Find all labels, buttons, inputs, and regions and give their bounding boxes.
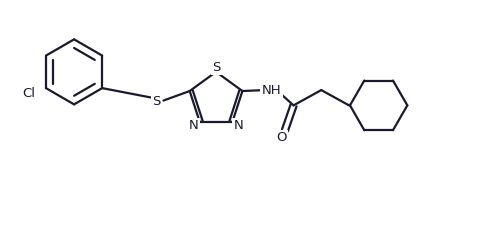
- Text: N: N: [234, 119, 243, 132]
- Text: S: S: [212, 61, 220, 74]
- Text: O: O: [276, 131, 286, 144]
- Text: Cl: Cl: [23, 87, 36, 100]
- Text: N: N: [189, 119, 198, 132]
- Text: S: S: [152, 95, 161, 108]
- Text: NH: NH: [262, 83, 282, 97]
